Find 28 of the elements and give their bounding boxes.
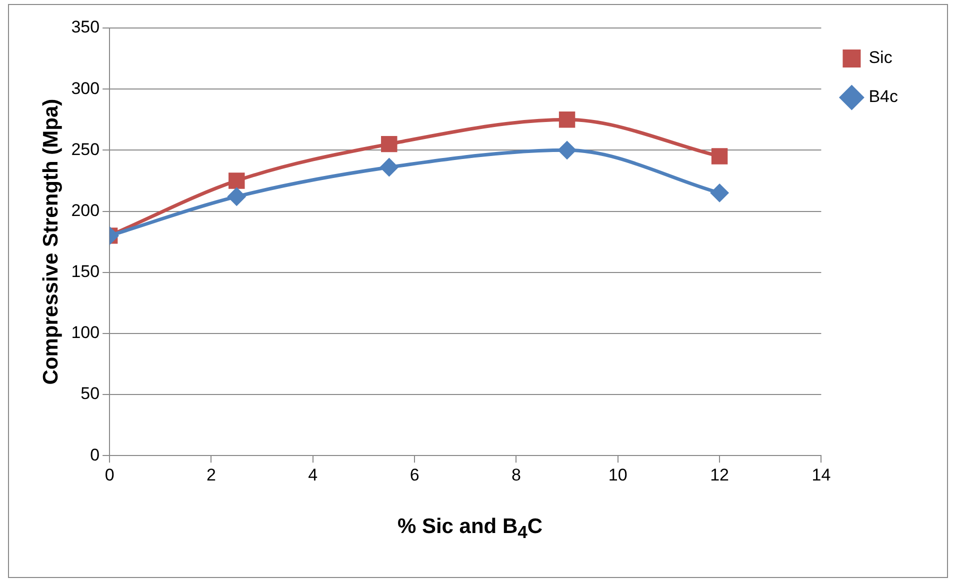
point <box>558 141 576 159</box>
point <box>558 112 576 128</box>
y-tick-label: 150 <box>71 262 100 282</box>
y-tick-label: 350 <box>71 18 100 37</box>
x-tick-label: 10 <box>608 465 628 484</box>
point <box>228 172 245 189</box>
y-tick-label: 50 <box>80 384 100 404</box>
y-tick-label: 100 <box>71 323 100 342</box>
point <box>380 158 398 176</box>
x-tick-label: 8 <box>511 465 521 484</box>
y-axis-title: Compressive Strength (Mpa) <box>39 98 62 385</box>
y-tick-label: 0 <box>90 445 100 464</box>
point <box>711 148 728 164</box>
x-tick-label: 4 <box>308 465 318 484</box>
x-axis-title: % Sic and B$_{4}$C <box>396 515 544 544</box>
x-tick-label: 12 <box>710 465 730 484</box>
x-tick-label: 2 <box>206 465 216 484</box>
y-tick-label: 300 <box>71 78 100 98</box>
x-tick-label: 6 <box>410 465 420 484</box>
point <box>710 184 728 202</box>
point <box>381 136 398 152</box>
x-tick-label: 14 <box>812 465 831 484</box>
x-tick-label: 0 <box>104 465 114 484</box>
point <box>228 188 246 206</box>
y-tick-label: 200 <box>71 200 100 220</box>
y-tick-label: 250 <box>71 140 100 159</box>
legend-label: B4c <box>868 87 898 106</box>
legend-label: Sic <box>868 48 893 68</box>
